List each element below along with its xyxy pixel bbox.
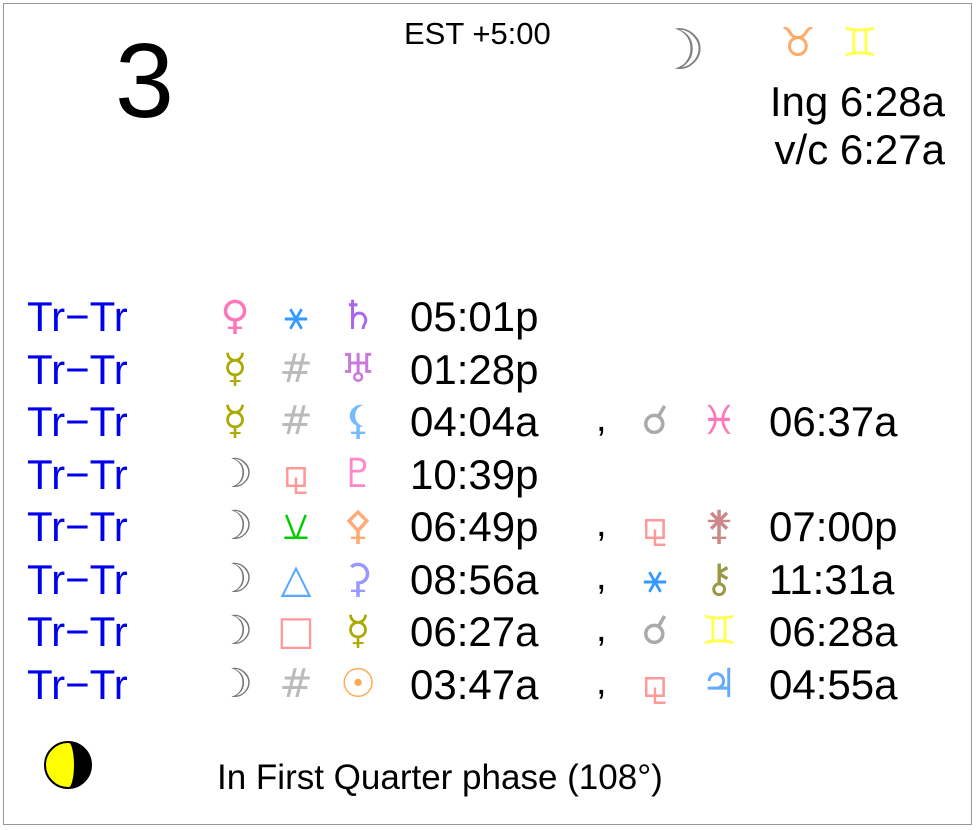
point3-icon: ♃	[701, 660, 737, 707]
first-quarter-moon-icon	[44, 741, 92, 789]
aspect-row: Tr−Tr ☽ ⚼ ♇ 10:39p	[0, 451, 977, 503]
aspect-type-label: Tr−Tr	[27, 608, 128, 655]
moon-phase-text: In First Quarter phase (108°)	[217, 758, 663, 797]
aspect-time: 08:56a	[410, 555, 539, 603]
planet2-icon: ♇	[340, 450, 376, 497]
planet1-icon: ♀	[220, 293, 250, 339]
aspect-icon: ⚹	[284, 293, 308, 339]
aspect-type-label: Tr−Tr	[27, 555, 128, 603]
aspect-row: Tr−Tr ☽ △ ⚳ 08:56a, ⚹ ⚷ 11:31a	[0, 556, 977, 608]
aspect-icon: △	[280, 555, 312, 602]
aspect2-time: 04:55a	[769, 660, 898, 708]
aspect-type-label: Tr−Tr	[27, 503, 128, 550]
aspect-type-label: Tr−Tr	[27, 398, 128, 445]
ingress-time: Ing 6:28a	[769, 78, 945, 125]
planet2-icon: ♅	[340, 345, 376, 392]
day-cell	[3, 3, 972, 825]
planet2-icon: ☉	[340, 660, 376, 707]
separator: ,	[596, 608, 607, 650]
planet1-icon: ☽	[217, 555, 253, 602]
aspect-type-label: Tr−Tr	[27, 660, 128, 708]
aspect-row: Tr−Tr ☽ □ ☿ 06:27a, ☌ ♊ 06:28a	[0, 608, 977, 660]
point3-icon: ♊	[701, 608, 737, 654]
aspect-icon: □	[277, 608, 315, 654]
aspect2-time: 11:31a	[769, 555, 895, 603]
aspect-time: 01:28p	[410, 345, 539, 393]
aspect-type-label: Tr−Tr	[27, 293, 128, 340]
planet2-icon: ⚳	[343, 555, 373, 602]
aspect2-time: 07:00p	[769, 503, 898, 550]
aspect-icon: #	[279, 660, 313, 707]
aspect-row: Tr−Tr ☽ ⚺ ⚴ 06:49p, ⚼ ⚵ 07:00p	[0, 503, 977, 555]
aspect2-icon: ⚹	[643, 555, 667, 602]
separator: ,	[596, 660, 607, 703]
aspect2-icon: ⚼	[641, 660, 669, 707]
planet2-icon: ⚸	[343, 398, 373, 444]
aspect-time: 06:27a	[410, 608, 539, 655]
aspect2-time: 06:28a	[769, 608, 898, 655]
aspect2-time: 06:37a	[769, 398, 898, 445]
taurus-icon: ♉	[780, 20, 816, 66]
day-number: 3	[115, 22, 174, 140]
planet1-icon: ☽	[217, 503, 253, 549]
point3-icon: ♓	[701, 398, 737, 444]
aspect-row: Tr−Tr ☿ # ♅ 01:28p	[0, 346, 977, 398]
timezone: EST +5:00	[404, 16, 551, 51]
point3-icon: ⚷	[704, 555, 734, 602]
aspect-time: 03:47a	[410, 660, 539, 708]
planet1-icon: ☽	[217, 450, 253, 497]
aspect-row: Tr−Tr ♀ ⚹ ♄ 05:01p	[0, 293, 977, 345]
aspect2-icon: ☌	[641, 608, 669, 654]
aspect-row: Tr−Tr ☿ # ⚸ 04:04a, ☌ ♓ 06:37a	[0, 398, 977, 450]
planet1-icon: ☿	[222, 345, 248, 392]
separator: ,	[596, 398, 607, 440]
planet1-icon: ☽	[217, 660, 253, 707]
separator: ,	[596, 503, 607, 545]
aspect2-icon: ⚼	[641, 503, 669, 549]
aspect-time: 10:39p	[410, 450, 539, 498]
planet1-icon: ☿	[222, 398, 248, 444]
planet1-icon: ☽	[217, 608, 253, 654]
aspect-icon: #	[279, 398, 313, 444]
point3-icon: ⚵	[704, 503, 734, 549]
separator: ,	[596, 555, 607, 598]
planet2-icon: ♄	[340, 293, 376, 339]
aspect-time: 05:01p	[410, 293, 539, 340]
moon-icon: ☽	[655, 18, 706, 83]
aspect-type-label: Tr−Tr	[27, 345, 128, 393]
aspect-row: Tr−Tr ☽ # ☉ 03:47a, ⚼ ♃ 04:55a	[0, 661, 977, 713]
aspect-icon: #	[279, 345, 313, 392]
planet2-icon: ⚴	[343, 503, 373, 549]
planet2-icon: ☿	[345, 608, 371, 654]
aspect-icon: ⚼	[282, 450, 310, 497]
aspect-time: 04:04a	[410, 398, 539, 445]
aspect-type-label: Tr−Tr	[27, 450, 128, 498]
aspect2-icon: ☌	[641, 398, 669, 444]
aspect-icon: ⚺	[282, 503, 310, 549]
void-of-course-time: v/c 6:27a	[774, 126, 945, 173]
gemini-icon: ♊	[842, 20, 878, 66]
aspect-time: 06:49p	[410, 503, 539, 550]
ingress-info: Ing 6:28a v/c 6:27a	[770, 78, 945, 174]
